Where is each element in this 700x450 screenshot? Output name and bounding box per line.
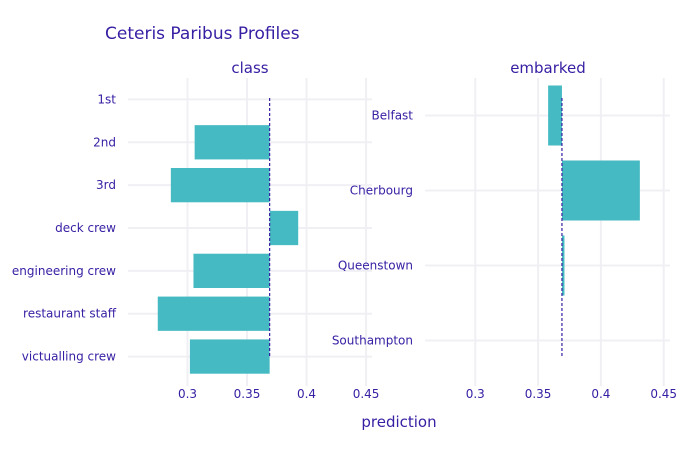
category-label: Queenstown [338,259,413,273]
bar-belfast [548,85,562,146]
bar-deck-crew [269,210,299,246]
category-label: Belfast [372,109,414,123]
category-label: restaurant staff [23,307,117,321]
bar-2nd [194,125,270,160]
category-label: Southampton [332,334,413,348]
panel-embarked: embarked Belfast Cherbourg Queenstown South… [332,59,677,401]
x-tick-label: 0.35 [234,387,261,401]
panel-class: class 1st 2nd 3rd deck crew engineering crew… [12,59,380,401]
x-tick-label: 0.3 [178,387,197,401]
bar-victualling-crew [189,339,270,374]
category-label: 3rd [96,178,116,192]
x-axis-label: prediction [361,413,436,431]
chart-title: Ceteris Paribus Profiles [105,24,300,44]
panel-title-class: class [231,59,268,77]
bar-3rd [170,168,270,203]
x-tick-label: 0.45 [650,387,677,401]
x-tick-label: 0.4 [297,387,316,401]
x-tick-label: 0.35 [525,387,552,401]
bar-queenstown [561,235,565,296]
x-tick-label: 0.4 [591,387,610,401]
bar-engineering-crew [193,253,270,288]
x-tick-label: 0.45 [353,387,380,401]
category-label: deck crew [55,221,116,235]
category-label: Cherbourg [350,184,413,198]
bar-restaurant-staff [157,296,270,331]
panel-title-embarked: embarked [510,59,586,77]
bar-cherbourg [561,160,640,221]
x-tick-label: 0.3 [466,387,485,401]
category-label: 2nd [93,135,116,149]
category-label: victualling crew [22,350,116,364]
category-label: 1st [97,92,116,106]
category-label: engineering crew [12,264,116,278]
